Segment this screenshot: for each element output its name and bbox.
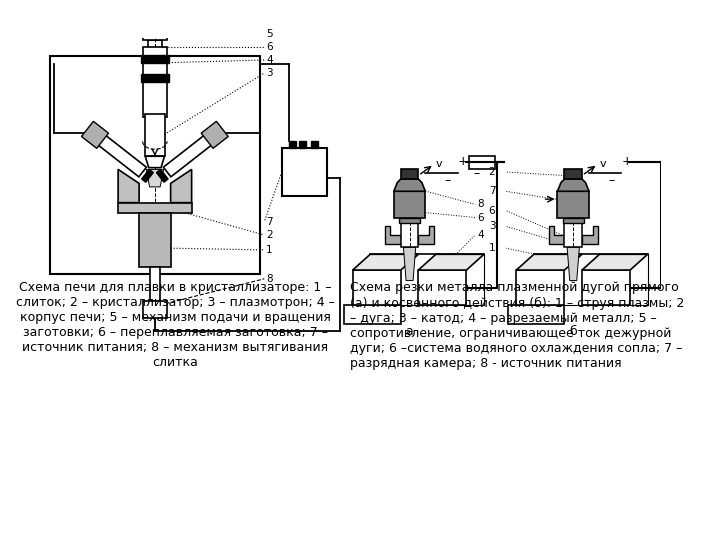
Bar xyxy=(399,218,420,223)
Polygon shape xyxy=(418,270,467,305)
Text: 8: 8 xyxy=(477,199,484,210)
Polygon shape xyxy=(156,170,168,182)
Bar xyxy=(344,305,401,325)
Polygon shape xyxy=(582,254,648,270)
Bar xyxy=(401,221,418,247)
Polygon shape xyxy=(145,156,164,167)
Bar xyxy=(564,168,582,179)
Text: –: – xyxy=(474,167,480,180)
Bar xyxy=(141,74,169,82)
Text: 6: 6 xyxy=(477,213,484,222)
Bar xyxy=(564,221,582,247)
Text: v: v xyxy=(436,159,443,169)
Polygon shape xyxy=(418,254,484,270)
Text: Схема печи для плавки в кристаллизаторе: 1 –
слиток; 2 – кристаллизатор; 3 – пла: Схема печи для плавки в кристаллизаторе:… xyxy=(16,281,335,369)
Bar xyxy=(557,191,589,218)
Bar xyxy=(300,140,306,147)
Polygon shape xyxy=(582,270,630,305)
Polygon shape xyxy=(403,247,415,281)
Text: 1: 1 xyxy=(489,243,495,253)
Bar xyxy=(508,305,564,325)
Bar xyxy=(282,147,328,195)
Bar xyxy=(289,140,296,147)
Bar xyxy=(310,140,318,147)
Text: 7: 7 xyxy=(266,217,273,227)
Polygon shape xyxy=(516,270,564,305)
Bar xyxy=(139,213,171,267)
Text: б: б xyxy=(570,325,577,338)
Bar xyxy=(148,40,162,56)
Polygon shape xyxy=(353,270,401,305)
Polygon shape xyxy=(549,226,564,244)
Bar xyxy=(563,218,584,223)
Text: 3: 3 xyxy=(489,221,495,231)
Bar xyxy=(394,191,426,218)
Text: 1: 1 xyxy=(266,245,273,255)
Text: 6: 6 xyxy=(489,206,495,215)
Bar xyxy=(145,114,164,156)
Polygon shape xyxy=(567,247,580,281)
Text: +: + xyxy=(458,155,468,168)
Polygon shape xyxy=(142,170,153,182)
Polygon shape xyxy=(394,179,426,191)
Polygon shape xyxy=(385,226,401,244)
Polygon shape xyxy=(201,122,228,148)
Polygon shape xyxy=(418,226,434,244)
Text: 2: 2 xyxy=(266,230,273,240)
Text: 6: 6 xyxy=(266,42,273,52)
Text: 8: 8 xyxy=(266,274,273,284)
Text: 3: 3 xyxy=(266,68,273,78)
Polygon shape xyxy=(516,254,582,270)
Text: а: а xyxy=(405,325,413,338)
Bar xyxy=(143,28,167,40)
Bar xyxy=(469,156,495,168)
Bar xyxy=(401,168,418,179)
Polygon shape xyxy=(582,226,598,244)
Bar xyxy=(50,56,260,274)
Text: Схема резки металла плазменной дугой прямого
(а) и косвенного действия (б): 1 – : Схема резки металла плазменной дугой пря… xyxy=(350,281,685,369)
Polygon shape xyxy=(163,129,220,177)
Polygon shape xyxy=(81,122,109,148)
Polygon shape xyxy=(118,170,139,202)
Bar xyxy=(141,55,169,63)
Text: 5: 5 xyxy=(266,29,273,39)
Polygon shape xyxy=(353,254,418,270)
Text: +: + xyxy=(621,155,632,168)
Polygon shape xyxy=(89,129,146,177)
Polygon shape xyxy=(146,170,163,187)
Text: 4: 4 xyxy=(266,55,273,65)
Bar xyxy=(150,267,160,301)
Text: –: – xyxy=(608,174,614,187)
Bar xyxy=(143,301,167,318)
Text: 4: 4 xyxy=(477,230,484,240)
Polygon shape xyxy=(171,170,192,202)
Text: 2: 2 xyxy=(489,167,495,177)
Bar xyxy=(143,47,167,117)
Bar xyxy=(118,202,192,213)
Text: –: – xyxy=(444,174,451,187)
Text: v: v xyxy=(600,159,606,169)
Polygon shape xyxy=(557,179,589,191)
Text: 7: 7 xyxy=(489,186,495,196)
